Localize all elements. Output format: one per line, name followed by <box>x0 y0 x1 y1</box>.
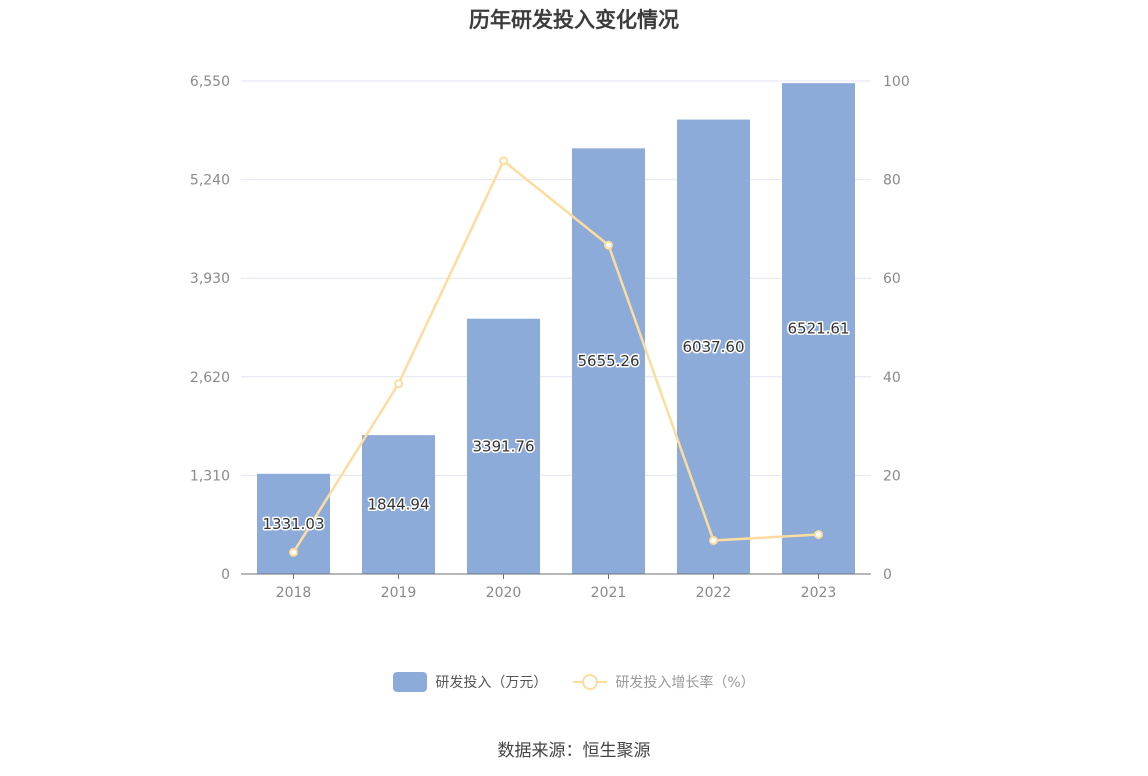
legend: 研发投入（万元） 研发投入增长率（%） <box>0 672 1148 692</box>
growth-point <box>289 547 298 557</box>
right-tick-label: 40 <box>883 370 901 386</box>
chart-title: 历年研发投入变化情况 <box>469 8 679 32</box>
right-tick-label: 80 <box>883 173 901 189</box>
bar-value-label: 1331.03 <box>262 515 324 533</box>
x-tick-label: 2023 <box>801 585 837 601</box>
bar <box>572 148 645 575</box>
right-axis-ticks: 0 20 40 60 80 100 <box>883 74 910 583</box>
left-tick-label: 0 <box>221 567 230 583</box>
growth-point <box>604 240 613 250</box>
growth-point <box>394 379 403 389</box>
bar <box>257 473 330 574</box>
bar-swatch-icon <box>393 672 428 692</box>
x-tick-label: 2018 <box>276 585 312 601</box>
bar-value-label: 5655.26 <box>577 352 639 370</box>
line-swatch-icon <box>573 672 608 692</box>
legend-item-rd-investment[interactable]: 研发投入（万元） <box>393 672 547 692</box>
bar <box>362 435 435 574</box>
legend-item-growth-rate[interactable]: 研发投入增长率（%） <box>573 672 755 692</box>
growth-point <box>709 535 718 545</box>
left-tick-label: 1,310 <box>190 468 230 484</box>
x-tick-label: 2020 <box>486 585 522 601</box>
right-tick-label: 0 <box>883 567 892 583</box>
data-source: 数据来源：恒生聚源 <box>497 741 651 761</box>
growth-point <box>499 156 508 166</box>
bar-value-label: 6521.61 <box>787 320 849 338</box>
left-tick-label: 2,620 <box>190 370 230 386</box>
bar <box>677 119 750 575</box>
right-tick-label: 60 <box>883 271 901 287</box>
growth-line <box>289 156 823 557</box>
x-tick-label: 2019 <box>381 585 417 601</box>
left-tick-label: 3,930 <box>190 271 230 287</box>
growth-line-path <box>292 158 819 553</box>
x-tick-label: 2021 <box>591 585 627 601</box>
bar <box>782 83 855 574</box>
bar <box>467 318 540 574</box>
x-axis: 2018 2019 2020 2021 2022 2023 <box>241 573 871 601</box>
right-tick-label: 20 <box>883 468 901 484</box>
x-tick-label: 2022 <box>696 585 732 601</box>
bars <box>257 83 855 575</box>
bar-value-label: 3391.76 <box>472 437 534 455</box>
growth-point <box>814 530 823 540</box>
left-tick-label: 6,550 <box>190 74 230 90</box>
bar-value-label: 1844.94 <box>367 496 429 514</box>
bar-data-labels: 1331.03 1844.94 3391.76 5655.26 6037.60 6521.… <box>261 318 851 534</box>
bar-value-label: 6037.60 <box>682 338 744 356</box>
right-tick-label: 100 <box>883 74 910 90</box>
left-axis-ticks: 0 1,310 2,620 3,930 5,240 6,550 <box>190 74 230 583</box>
legend-label-rd-investment: 研发投入（万元） <box>435 675 548 691</box>
grid-lines <box>241 80 871 476</box>
left-tick-label: 5,240 <box>190 173 230 189</box>
legend-label-growth-rate: 研发投入增长率（%） <box>615 675 755 691</box>
